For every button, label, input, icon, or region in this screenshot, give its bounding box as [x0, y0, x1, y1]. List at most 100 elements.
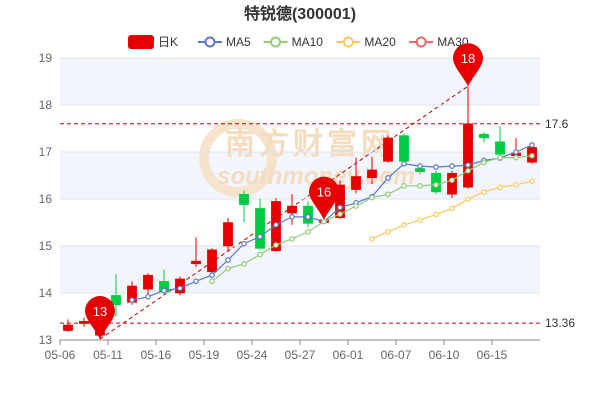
ma20-point — [513, 182, 519, 188]
ma10-point — [257, 251, 263, 258]
ma5-point — [305, 214, 311, 220]
legend[interactable]: 日K MA5 MA10 MA20 MA30 — [128, 35, 469, 49]
ma5-point — [193, 278, 199, 285]
ma10-point — [465, 168, 471, 174]
legend-marker-swatch — [270, 36, 282, 48]
x-tick-label: 06-15 — [477, 348, 508, 362]
candle-body — [191, 260, 201, 265]
candle — [383, 135, 393, 163]
legend-marker-swatch — [342, 36, 354, 48]
candle — [79, 317, 89, 327]
x-tick-label: 05-27 — [285, 348, 316, 362]
x-tick-label: 05-16 — [141, 348, 172, 362]
ma10-point — [289, 236, 295, 242]
ma10-point — [417, 183, 423, 189]
ma5-point — [225, 257, 231, 263]
ma10-point — [241, 261, 247, 267]
chart-title: 特锐德(300001) — [244, 4, 356, 23]
legend-item[interactable]: MA5 — [198, 35, 251, 49]
candle — [479, 132, 489, 143]
candle-body — [415, 168, 425, 172]
ma20-point — [449, 205, 455, 212]
ma5-point — [465, 162, 471, 168]
candle-body — [287, 205, 297, 214]
candle-body — [367, 169, 377, 179]
ma10-point — [497, 154, 503, 161]
ma5-point — [513, 149, 519, 155]
x-tick-label: 05-24 — [237, 348, 268, 362]
ma20-point — [417, 217, 423, 223]
legend-item[interactable]: MA20 — [336, 35, 396, 49]
candle — [239, 190, 249, 223]
ma20-point — [497, 184, 503, 191]
candle — [191, 237, 201, 268]
plot-band — [60, 246, 540, 293]
candle-body — [495, 141, 505, 155]
candle-body — [223, 222, 233, 247]
ma5-point — [417, 163, 423, 169]
ma20-point — [401, 222, 407, 228]
ma5-point — [529, 142, 535, 148]
x-axis: 05-06 05-11 05-16 05-19 05-24 05-27 06-01 06-07… — [45, 339, 540, 362]
legend-item[interactable]: MA10 — [263, 35, 324, 49]
candle-body — [399, 135, 409, 162]
ma10-point — [209, 278, 215, 285]
candle-body — [351, 176, 361, 190]
marker-pin-shape — [309, 176, 339, 220]
markers: 13 16 18 — [85, 43, 483, 340]
ma10-point — [401, 183, 407, 189]
ma5-point — [433, 164, 439, 170]
candle-body — [463, 123, 473, 188]
x-tick-label: 05-11 — [93, 348, 123, 362]
ma5-point — [401, 160, 407, 167]
x-tick-label: 05-19 — [189, 348, 220, 362]
legend-marker-swatch — [415, 36, 427, 48]
y-tick-label: 13 — [39, 333, 53, 347]
y-tick-label: 14 — [39, 286, 53, 300]
legend-item[interactable]: 日K — [128, 35, 178, 49]
y-tick-label: 17 — [39, 145, 53, 159]
legend-label: MA5 — [226, 35, 251, 49]
ma10-point — [305, 229, 311, 235]
ma5-point — [289, 214, 295, 220]
candle — [287, 194, 297, 225]
ma10-point — [273, 242, 279, 248]
ma10-point — [433, 182, 439, 188]
ma5-point — [273, 222, 279, 228]
legend-label: MA20 — [364, 35, 396, 49]
candle — [63, 319, 73, 332]
candle-body — [239, 194, 249, 205]
ma20-point — [529, 178, 535, 184]
x-tick-label: 06-10 — [429, 348, 460, 362]
ma20-point — [369, 236, 375, 242]
candle-body — [63, 324, 73, 331]
marker-pin: 16 — [309, 176, 339, 220]
candle — [143, 273, 153, 296]
candle-body — [255, 208, 265, 249]
candle — [111, 274, 121, 317]
ma20-point — [385, 229, 391, 235]
candle — [255, 199, 265, 250]
ma5-point — [145, 293, 151, 300]
trend-line-dashed — [99, 85, 469, 340]
y-tick-label: 16 — [39, 192, 53, 206]
ma5-point — [337, 204, 343, 211]
ma10-point — [481, 159, 487, 166]
ma5-point — [449, 163, 455, 169]
ma5-point — [129, 297, 135, 303]
trend-line — [99, 85, 469, 340]
marker-pin-shape — [85, 296, 116, 340]
moving-average-lines — [129, 142, 535, 303]
watermark-text: 南方财富网 — [225, 127, 395, 161]
ma10-point — [353, 203, 359, 209]
ma10-point — [513, 154, 519, 161]
marker-pin: 18 — [453, 43, 483, 87]
ma10-point — [225, 265, 231, 272]
marker-pin: 13 — [85, 296, 116, 340]
reference-line-label: 13.36 — [545, 316, 575, 330]
candle — [351, 157, 361, 194]
ma5-point — [209, 272, 215, 278]
legend-candle-swatch — [128, 35, 154, 49]
candle-body — [143, 274, 153, 290]
